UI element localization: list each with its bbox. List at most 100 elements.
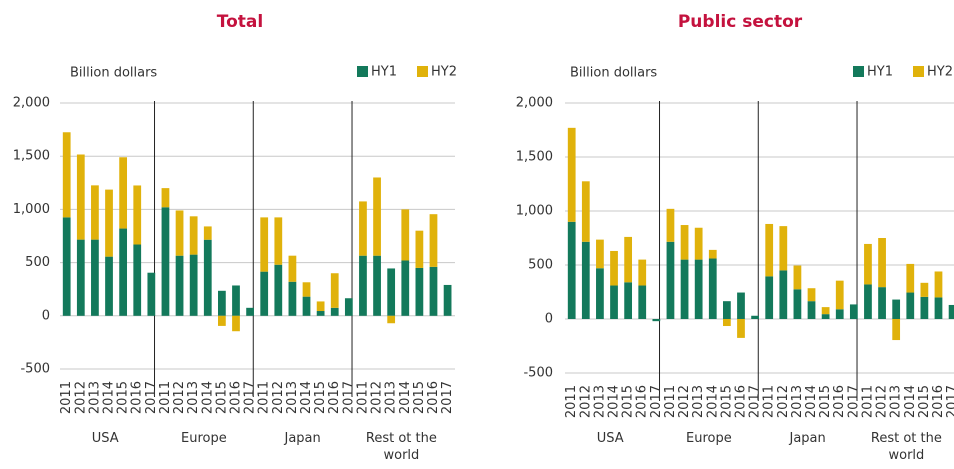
x-tick-label: 2016 (931, 385, 946, 418)
legend-swatch (417, 66, 428, 77)
x-tick-label: 2012 (73, 381, 88, 414)
bar-segment (189, 254, 198, 316)
bar-segment (133, 244, 142, 316)
bar-segment (596, 268, 604, 319)
x-tick-label: 2013 (691, 385, 706, 418)
bar-segment (91, 185, 99, 240)
bar-segment (610, 285, 618, 319)
bar-segment (260, 271, 269, 316)
bar-segment (610, 250, 618, 286)
y-tick-label: 500 (528, 258, 553, 273)
x-tick-label: 2015 (214, 381, 229, 414)
x-tick-label: 2014 (607, 385, 622, 418)
bar-segment (91, 239, 99, 316)
bar-segment (203, 239, 212, 316)
x-tick-label: 2015 (621, 385, 636, 418)
bar-segment (133, 185, 142, 245)
bar-segment (892, 299, 901, 319)
bar-segment (373, 255, 381, 316)
bar-segment (189, 216, 198, 255)
x-tick-label: 2017 (649, 385, 664, 418)
y-tick-label: 0 (42, 308, 50, 323)
bar-segment (779, 226, 788, 271)
bar-segment (161, 207, 170, 316)
bar-segment (581, 241, 590, 319)
chart-title: Public sector (678, 12, 803, 32)
x-tick-label: 2013 (790, 385, 805, 418)
group-label: Europe (181, 431, 227, 446)
x-tick-label: 2014 (804, 385, 819, 418)
group-label: Europe (686, 431, 732, 446)
bar-segment (387, 268, 396, 316)
bar-segment (934, 271, 943, 298)
x-tick-label: 2011 (59, 381, 74, 414)
x-tick-label: 2017 (846, 385, 861, 418)
bar-segment (76, 239, 85, 316)
group-label: Rest ot the world (870, 431, 942, 463)
y-tick-label: 2,000 (13, 96, 50, 111)
bar-segment (316, 301, 325, 312)
bar-segment (694, 227, 703, 260)
x-tick-label: 2011 (158, 381, 173, 414)
bar-segment (581, 181, 590, 242)
bar-segment (835, 280, 844, 310)
x-tick-label: 2017 (341, 381, 356, 414)
bar-segment (218, 315, 226, 326)
bar-segment (723, 319, 731, 327)
x-tick-label: 2013 (87, 381, 102, 414)
bar-segment (737, 292, 745, 319)
bar-segment (330, 307, 339, 316)
y-tick-label: 1,000 (516, 204, 553, 219)
bar-segment (62, 217, 71, 316)
bar-segment (821, 307, 830, 315)
bar-segment (359, 255, 367, 316)
bar-segment (666, 208, 675, 242)
bar-segment (119, 157, 128, 229)
x-tick-label: 2013 (186, 381, 201, 414)
y-tick-label: 2,000 (516, 96, 553, 111)
bar-segment (76, 154, 85, 240)
bar-segment (344, 298, 353, 316)
x-tick-label: 2013 (285, 381, 300, 414)
x-tick-label: 2015 (818, 385, 833, 418)
bar-segment (652, 319, 661, 322)
x-tick-label: 2013 (889, 385, 904, 418)
bar-segment (232, 315, 240, 332)
bar-segment (864, 243, 872, 285)
bar-segment (680, 259, 689, 319)
group-label: USA (91, 431, 119, 446)
x-tick-label: 2015 (412, 381, 427, 414)
x-tick-label: 2012 (578, 385, 593, 418)
x-tick-label: 2012 (172, 381, 187, 414)
chart-title: Total (217, 12, 263, 32)
group-label: Japan (789, 431, 826, 446)
bar-segment (666, 241, 675, 319)
legend-label: HY2 (431, 65, 457, 80)
x-tick-label: 2014 (398, 381, 413, 414)
y-tick-label: 1,500 (13, 149, 50, 164)
x-tick-label: 2015 (719, 385, 734, 418)
x-tick-label: 2017 (144, 381, 159, 414)
bar-segment (624, 236, 633, 283)
legend-label: HY1 (867, 65, 893, 80)
x-tick-label: 2012 (776, 385, 791, 418)
y-tick-label: -500 (20, 362, 50, 377)
bar-segment (596, 239, 604, 269)
y-tick-label: -500 (523, 366, 553, 381)
x-tick-label: 2011 (860, 385, 875, 418)
x-tick-label: 2016 (228, 381, 243, 414)
x-tick-label: 2013 (592, 385, 607, 418)
bar-segment (708, 258, 717, 319)
bar-segment (288, 255, 297, 282)
bar-segment (807, 288, 816, 302)
y-tick-label: 0 (545, 312, 553, 327)
x-tick-label: 2011 (257, 381, 272, 414)
bar-segment (821, 314, 830, 319)
x-tick-label: 2015 (917, 385, 932, 418)
bar-segment (835, 309, 844, 319)
y-tick-label: 500 (25, 255, 50, 270)
bar-segment (147, 272, 156, 316)
x-tick-label: 2015 (116, 381, 131, 414)
